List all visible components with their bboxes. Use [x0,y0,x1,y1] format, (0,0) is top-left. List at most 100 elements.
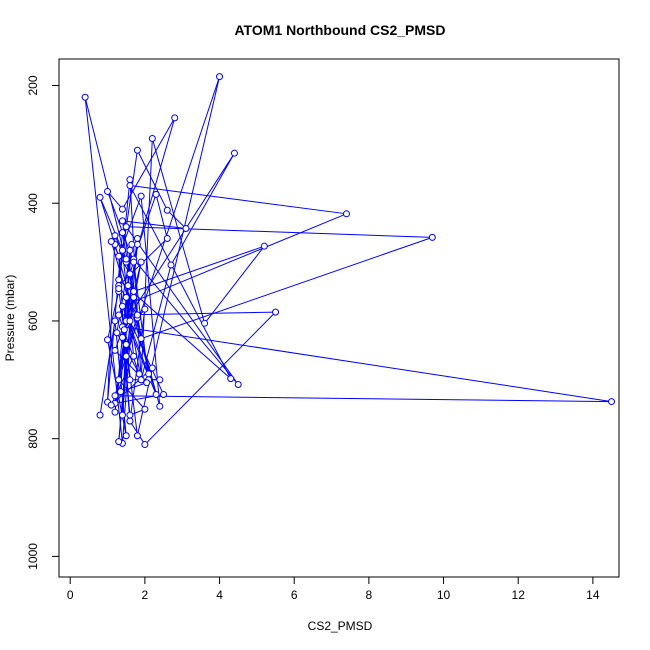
data-point [107,401,115,409]
data-point [182,225,190,233]
chart-title: ATOM1 Northbound CS2_PMSD [234,22,445,38]
x-tick-label: 12 [512,588,526,602]
data-point [126,176,134,184]
data-point [156,376,164,384]
data-point [137,258,145,266]
data-point [118,205,126,213]
data-point [133,146,141,154]
data-point [156,402,164,410]
data-point [115,276,123,284]
data-point [113,329,121,337]
data-point [115,285,123,293]
series-segment [155,194,168,239]
y-tick-label: 400 [26,193,40,213]
series-segment [122,220,186,230]
x-axis-label: CS2_PMSD [308,619,373,633]
data-point [137,335,145,343]
data-point [160,391,168,399]
data-point [145,370,153,378]
series-segment [110,241,157,395]
data-point [111,232,119,240]
data-point [171,114,179,122]
series-segment [133,245,265,292]
data-point [133,311,141,319]
y-tick-label: 800 [26,428,40,448]
data-point [152,190,160,198]
x-tick-label: 4 [216,588,223,602]
data-point [234,381,242,389]
series-segment [121,250,135,357]
series-segment [129,185,232,379]
series-segment [166,209,187,229]
series-segment [204,245,265,324]
data-point [126,270,134,278]
series-segment [136,150,168,211]
series-segment [126,226,433,238]
y-tick-label: 1000 [26,543,40,570]
series-segment [151,138,206,324]
data-point [141,305,149,313]
series-segment [144,311,276,445]
data-point [96,411,104,419]
data-point [126,246,134,254]
data-point [135,370,143,378]
x-tick-label: 8 [366,588,373,602]
data-point [130,352,138,360]
plot-frame [58,58,620,578]
data-point [272,308,280,316]
data-point [148,364,156,372]
data-point [117,388,125,396]
data-series [81,73,616,449]
x-tick-label: 2 [142,588,149,602]
data-point [163,235,171,243]
data-point [104,336,112,344]
series-segment [129,185,347,215]
data-point [126,376,134,384]
data-point [143,379,151,387]
data-point [216,73,224,81]
data-point [120,326,128,334]
data-point [118,411,126,419]
data-point [115,311,123,319]
data-point [133,235,141,243]
series-segment [118,311,276,316]
series-segment [125,152,235,322]
data-point [118,229,126,237]
data-point [111,408,119,416]
series-segment [121,238,138,416]
series-segment [133,258,239,385]
data-point [122,293,130,301]
x-tick-label: 10 [437,588,451,602]
data-point [118,246,126,254]
data-point [122,223,130,231]
data-point [130,258,138,266]
data-point [81,93,89,101]
data-point [122,352,130,360]
y-tick-label: 600 [26,311,40,331]
data-point [118,333,126,341]
series-segment [140,236,433,340]
series-segment [107,235,116,403]
series-segment [122,117,176,210]
data-point [104,187,112,195]
x-tick-label: 0 [67,588,74,602]
series-segment [125,344,138,436]
data-point [130,293,138,301]
y-tick-label: 200 [26,75,40,95]
data-point [111,317,119,325]
x-tick-label: 6 [291,588,298,602]
data-point [96,193,104,201]
data-point [137,376,145,384]
data-point [342,210,350,218]
data-point [608,398,616,406]
data-point [115,252,123,260]
data-point [201,319,209,327]
y-axis-label: Pressure (mbar) [3,275,17,362]
series-segment [140,196,161,407]
data-point [130,288,138,296]
data-point [128,240,136,248]
data-point [133,432,141,440]
data-point [141,441,149,449]
data-point [122,255,130,263]
